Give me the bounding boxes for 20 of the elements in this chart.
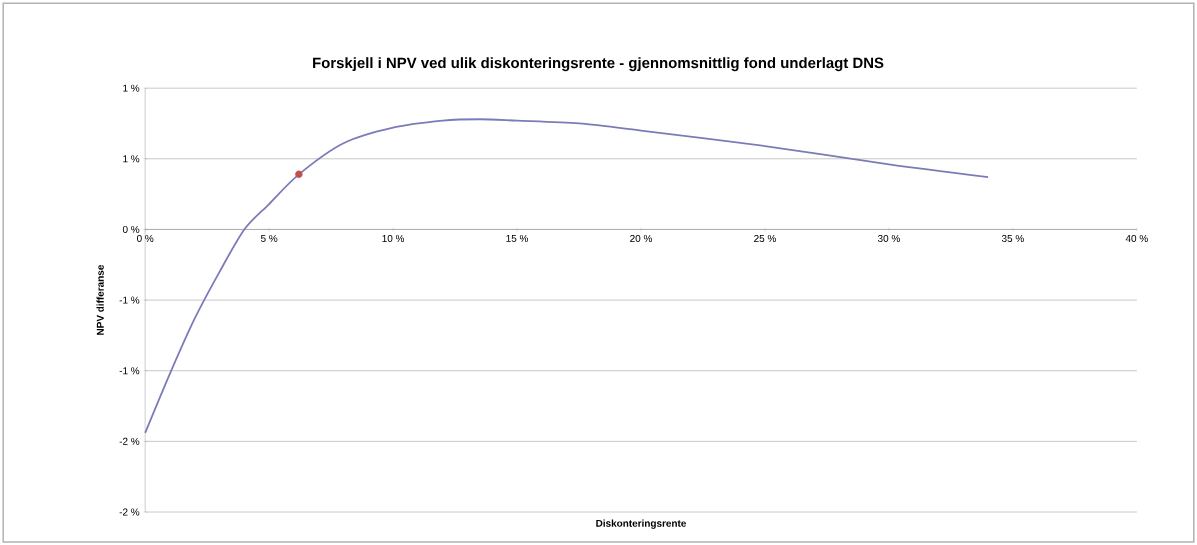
y-tick-label: -1 % [119, 367, 140, 375]
x-tick-label: 10 % [382, 234, 405, 242]
chart-title: Forskjell i NPV ved ulik diskonteringsrente - gjennomsnittlig fond underlagt DNS [313, 57, 884, 72]
y-tick-label: -2 % [119, 437, 140, 445]
x-tick-label: 0 % [136, 234, 154, 242]
x-tick-label: 25 % [754, 234, 776, 242]
x-tick-label: 40 % [1125, 234, 1148, 242]
x-tick-label: 5 % [260, 234, 278, 242]
y-axis-title: NPV differanse [96, 264, 104, 335]
x-axis-title: Diskonteringsrente [596, 519, 687, 529]
y-tick-label: 1 % [123, 155, 140, 163]
y-tick-label: -2 % [119, 508, 140, 516]
x-tick-label: 20 % [630, 234, 652, 242]
y-tick-label: 1 % [123, 84, 140, 92]
y-tick-label: 0 % [122, 225, 140, 233]
x-tick-label: 30 % [877, 234, 900, 242]
x-tick-label: 15 % [506, 234, 529, 242]
y-tick-label: -1 % [119, 296, 140, 304]
line-series [144, 118, 989, 434]
x-tick-label: 35 % [1001, 234, 1024, 242]
